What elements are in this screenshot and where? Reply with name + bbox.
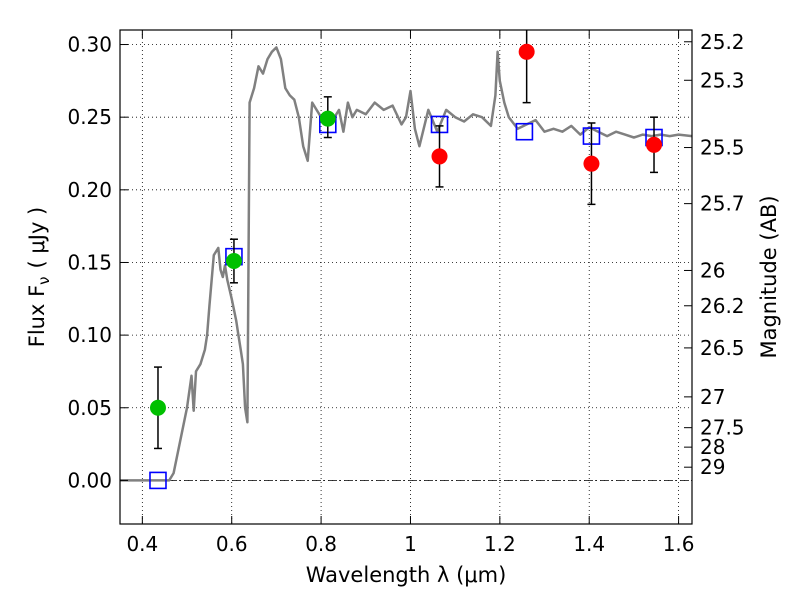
x-tick-label: 1	[404, 532, 417, 556]
observed-flux-point	[431, 148, 448, 165]
observed-flux-point	[149, 399, 166, 416]
grid-lines	[120, 30, 692, 524]
model-photometry-point	[149, 471, 167, 490]
data-layer	[120, 30, 693, 490]
y2-tick-label: 27	[700, 385, 725, 409]
y-tick-label: 0.00	[67, 468, 112, 492]
model-photometry-point	[515, 122, 534, 141]
x-axis-title: Wavelength λ (μm)	[306, 563, 507, 587]
observed-flux-point	[518, 43, 535, 60]
y2-tick-label: 26	[700, 258, 725, 282]
x-tick-label: 1.6	[663, 532, 695, 556]
observed-flux-point	[583, 155, 600, 172]
y-tick-label: 0.05	[67, 396, 112, 420]
observed-flux-point	[225, 253, 242, 270]
y2-tick-label: 29	[700, 455, 725, 479]
y2-tick-label: 25.2	[700, 30, 745, 54]
y-tick-label: 0.10	[67, 323, 112, 347]
y-tick-label: 0.25	[67, 105, 112, 129]
y-tick-label: 0.30	[67, 33, 112, 57]
y-tick-label: 0.20	[67, 178, 112, 202]
y-axis-title: Flux Fν ( μJy )	[25, 207, 53, 348]
y2-tick-label: 26.5	[700, 336, 745, 360]
y2-tick-label: 27.5	[700, 416, 745, 440]
y2-tick-label: 25.3	[700, 68, 745, 92]
y-tick-label: 0.15	[67, 250, 112, 274]
plot-frame	[119, 29, 693, 525]
x-tick-label: 0.8	[305, 532, 337, 556]
y-axis-title-unit: ( μJy )	[25, 207, 49, 269]
y2-tick-label: 26.2	[700, 294, 745, 318]
y2-tick-label: 25.5	[700, 136, 745, 160]
y2-axis-title: Magnitude (AB)	[757, 195, 781, 358]
sed-model-line	[120, 46, 693, 482]
observed-flux-point	[319, 110, 336, 127]
x-tick-label: 1.2	[484, 532, 516, 556]
y-axis-title-main: Flux F	[25, 285, 49, 347]
y-axis-title-subscript: ν	[35, 276, 53, 284]
x-tick-label: 0.6	[216, 532, 248, 556]
axis-ticks: 0.4 0.6 0.8 1 1.2 1.4 1.6 0.00 0.05 0.10 0.15 0.20 0…	[67, 30, 744, 556]
y2-tick-label: 28	[700, 435, 725, 459]
x-tick-label: 1.4	[573, 532, 605, 556]
observed-flux-point	[646, 136, 663, 153]
y2-tick-label: 25.7	[700, 192, 745, 216]
x-tick-label: 0.4	[126, 532, 158, 556]
